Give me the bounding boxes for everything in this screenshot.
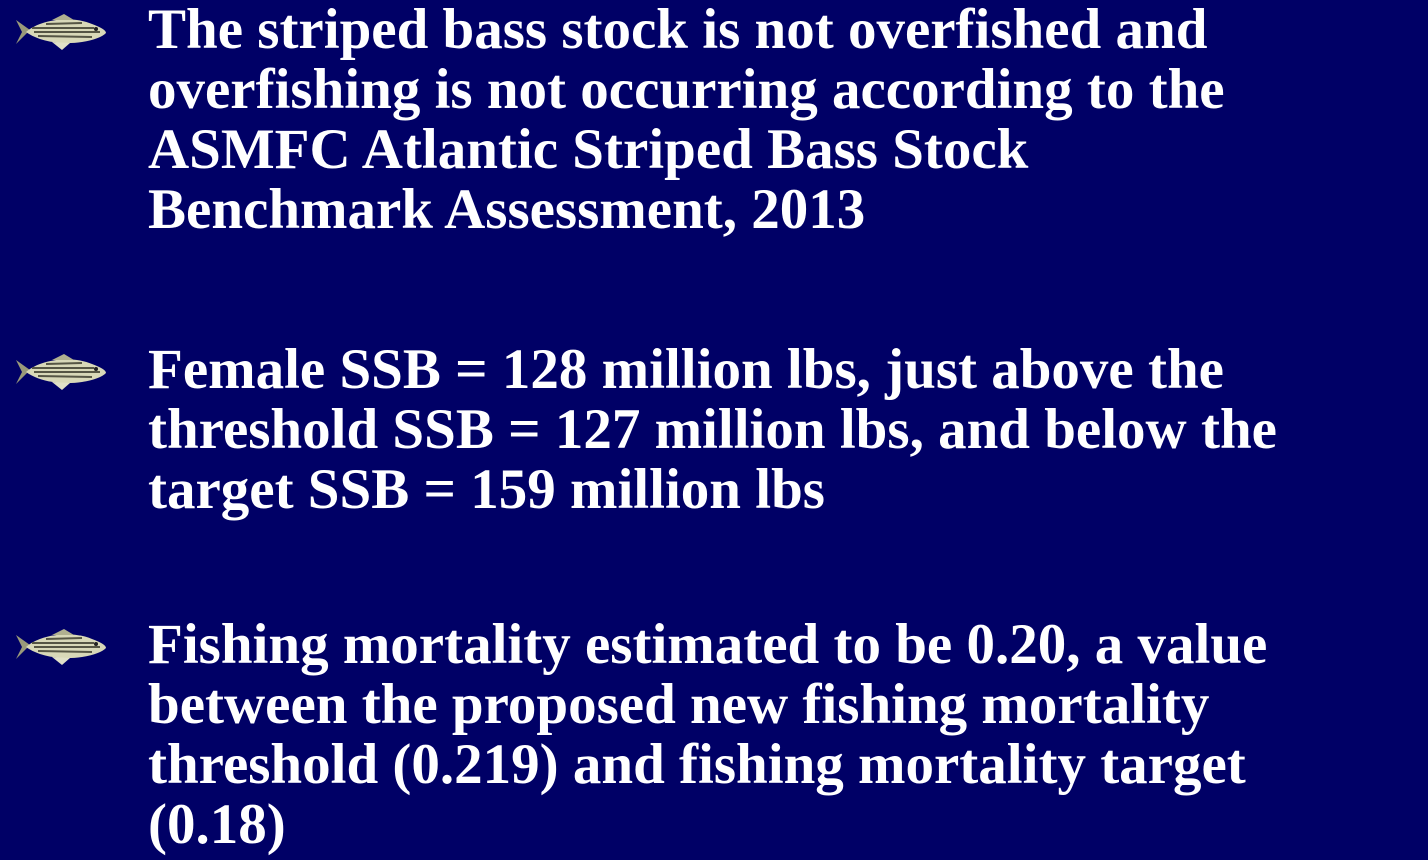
text-line: threshold (0.219) and fishing mortality … (148, 733, 1246, 796)
bullet-text: Female SSB = 128 million lbs, just above… (148, 340, 1277, 520)
text-line: overfishing is not occurring according t… (148, 58, 1225, 121)
fish-bullet-icon (16, 354, 106, 390)
text-line: threshold SSB = 127 million lbs, and bel… (148, 398, 1277, 461)
text-line: Benchmark Assessment, 2013 (148, 178, 866, 241)
text-line: between the proposed new fishing mortali… (148, 673, 1210, 736)
bullet-text: Fishing mortality estimated to be 0.20, … (148, 615, 1267, 855)
text-line: (0.18) (148, 793, 286, 856)
text-line: target SSB = 159 million lbs (148, 458, 825, 521)
bullet-text: The striped bass stock is not overfished… (148, 0, 1225, 240)
fish-bullet-icon (16, 14, 106, 50)
text-line: Fishing mortality estimated to be 0.20, … (148, 613, 1268, 676)
text-line: The striped bass stock is not overfished… (148, 0, 1208, 61)
text-line: Female SSB = 128 million lbs, just above… (148, 338, 1224, 401)
text-line: ASMFC Atlantic Striped Bass Stock (148, 118, 1029, 181)
fish-bullet-icon (16, 629, 106, 665)
